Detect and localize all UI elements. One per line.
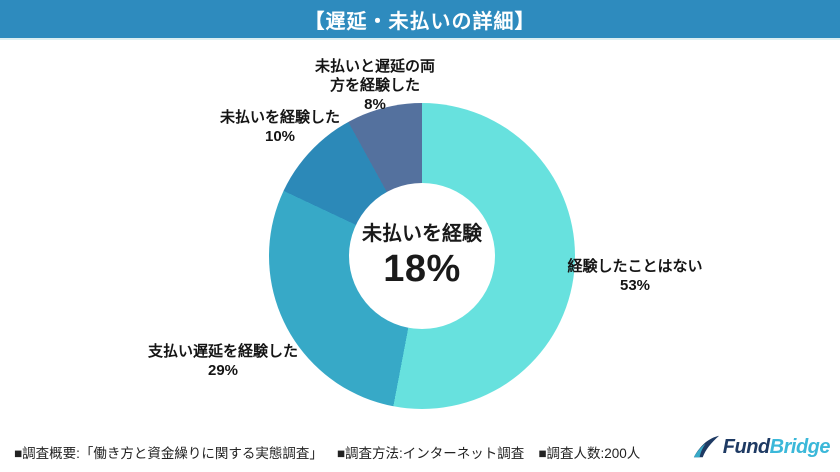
slice-label-text: 未払いと遅延の両方を経験した (314, 58, 435, 94)
survey-overview-note: ■調査概要:「働き方と資金繰りに関する実態調査」 (14, 446, 323, 461)
slice-label-unpaid: 未払いを経験した 10% (200, 108, 360, 146)
survey-notes: ■調査概要:「働き方と資金繰りに関する実態調査」 ■調査方法:インターネット調査 ■… (14, 442, 654, 462)
logo-text-bridge: Bridge (769, 435, 831, 458)
slice-label-text: 未払いを経験した (219, 109, 340, 126)
slice-label-percent: 8% (364, 96, 386, 113)
donut-chart: 未払いを経験 18% (269, 103, 575, 409)
header-banner: 【遅延・未払いの詳細】 (0, 0, 840, 40)
fundbridge-logo: Fund Bridge (692, 434, 831, 460)
logo-text-fund: Fund (722, 435, 770, 458)
survey-method-note: ■調査方法:インターネット調査 (336, 446, 525, 461)
slice-label-percent: 29% (207, 362, 239, 379)
slice-label-no-experience: 経験したことはない 53% (555, 257, 715, 295)
slice-label-text: 経験したことはない (567, 258, 703, 275)
donut-hole: 未払いを経験 18% (349, 183, 495, 329)
page-title: 【遅延・未払いの詳細】 (304, 10, 536, 33)
survey-count-note: ■調査人数:200人 (538, 446, 641, 461)
slice-label-text: 支払い遅延を経験した (147, 343, 298, 360)
donut-center-label: 未払いを経験 (362, 222, 482, 245)
slice-label-both-experienced: 未払いと遅延の両方を経験した 8% (310, 57, 440, 114)
donut-center-value: 18% (383, 247, 461, 290)
slice-label-payment-delay: 支払い遅延を経験した 29% (138, 342, 308, 380)
slice-label-percent: 10% (264, 128, 296, 145)
fundbridge-logo-icon (693, 435, 719, 458)
slice-label-percent: 53% (619, 277, 651, 294)
